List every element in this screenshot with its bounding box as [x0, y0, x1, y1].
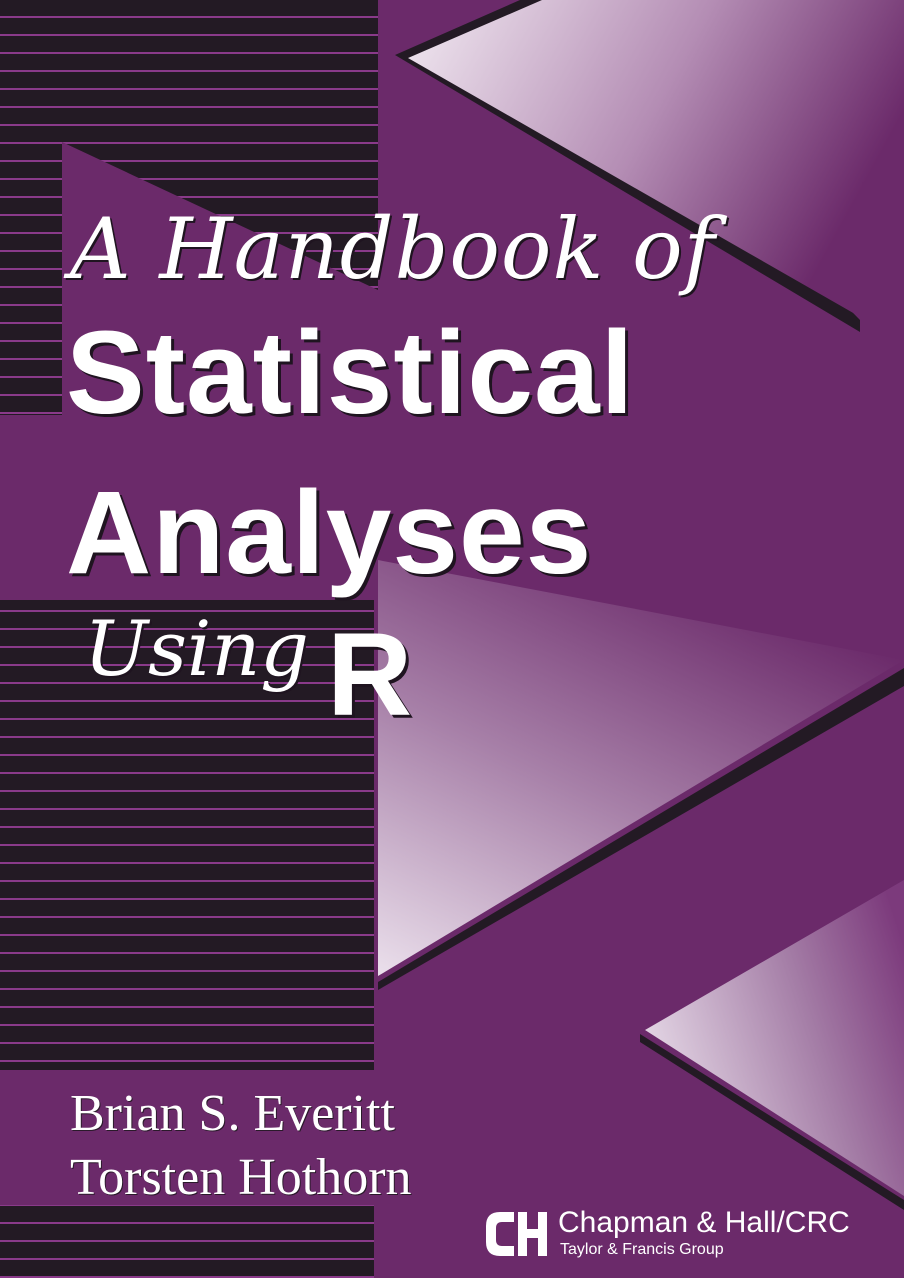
title-line-r: R	[327, 609, 413, 741]
stripe-panel-middle	[0, 600, 374, 1070]
title-line-handbook: A Handbook of	[70, 200, 716, 298]
shadow-edge-bottom	[640, 1034, 904, 1210]
shadow-edge-middle	[378, 668, 904, 990]
ch-monogram-icon	[486, 1212, 547, 1256]
light-triangle-bottom	[645, 880, 904, 1196]
publisher-block: Chapman & Hall/CRC Taylor & Francis Grou…	[484, 1206, 884, 1266]
light-triangle-top	[408, 0, 904, 318]
title-line-analyses: Analyses	[66, 467, 593, 599]
author-name: Brian S. Everitt	[70, 1085, 395, 1142]
title-line-statistical: Statistical	[66, 307, 635, 439]
stripe-panel-bottom	[0, 1205, 374, 1278]
purple-notch-top	[862, 182, 904, 322]
light-triangle-middle	[378, 560, 904, 976]
author-name: Torsten Hothorn	[70, 1149, 412, 1206]
publisher-group: Taylor & Francis Group	[560, 1241, 724, 1258]
purple-arrow-shape	[62, 142, 378, 420]
publisher-name: Chapman & Hall/CRC	[558, 1206, 850, 1239]
title-line-using: Using	[84, 604, 309, 693]
